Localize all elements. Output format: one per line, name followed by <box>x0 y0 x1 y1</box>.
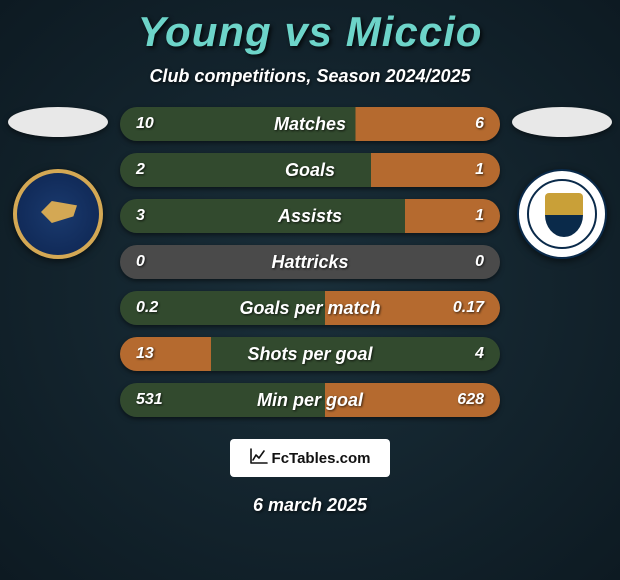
stat-right-value: 6 <box>444 115 484 133</box>
page-title: Young vs Miccio <box>0 0 620 56</box>
chart-icon <box>250 448 268 469</box>
comparison-row: 10Matches62Goals13Assists10Hattricks00.2… <box>0 107 620 417</box>
stat-bar: 0 Hattricks 0 <box>120 245 500 279</box>
right-player-col <box>512 107 612 259</box>
stat-left-value: 0 <box>136 253 176 271</box>
crest-shield <box>545 193 583 237</box>
stat-right-value: 0.17 <box>444 299 484 317</box>
date-text: 6 march 2025 <box>0 495 620 516</box>
stat-bar: 10 Matches 6 <box>120 107 500 141</box>
stat-left-value: 2 <box>136 161 176 179</box>
stat-label: Goals <box>285 160 335 181</box>
right-player-photo <box>512 107 612 137</box>
stat-right-value: 4 <box>444 345 484 363</box>
stat-left-value: 13 <box>136 345 176 363</box>
stat-bar: 0.2 Goals per match 0.17 <box>120 291 500 325</box>
stat-label: Min per goal <box>257 390 363 411</box>
stat-right-value: 628 <box>444 391 484 409</box>
brand-logo[interactable]: FcTables.com <box>230 439 390 477</box>
right-club-crest <box>517 169 607 259</box>
stat-bar: 3 Assists 1 <box>120 199 500 233</box>
stat-right-value: 0 <box>444 253 484 271</box>
stat-label: Matches <box>274 114 346 135</box>
stat-left-value: 531 <box>136 391 176 409</box>
stat-label: Goals per match <box>239 298 380 319</box>
stat-right-value: 1 <box>444 207 484 225</box>
stat-label: Hattricks <box>271 252 348 273</box>
stat-left-value: 0.2 <box>136 299 176 317</box>
left-player-col <box>8 107 108 259</box>
stat-label: Shots per goal <box>247 344 372 365</box>
left-player-photo <box>8 107 108 137</box>
stat-left-value: 10 <box>136 115 176 133</box>
stat-bar: 531 Min per goal 628 <box>120 383 500 417</box>
stat-label: Assists <box>278 206 342 227</box>
stat-left-value: 3 <box>136 207 176 225</box>
stat-bar: 13 Shots per goal 4 <box>120 337 500 371</box>
left-club-crest <box>13 169 103 259</box>
subtitle: Club competitions, Season 2024/2025 <box>0 66 620 87</box>
brand-text: FcTables.com <box>272 450 371 467</box>
stat-right-value: 1 <box>444 161 484 179</box>
stat-bar: 2 Goals 1 <box>120 153 500 187</box>
stats-column: 10Matches62Goals13Assists10Hattricks00.2… <box>120 107 500 417</box>
